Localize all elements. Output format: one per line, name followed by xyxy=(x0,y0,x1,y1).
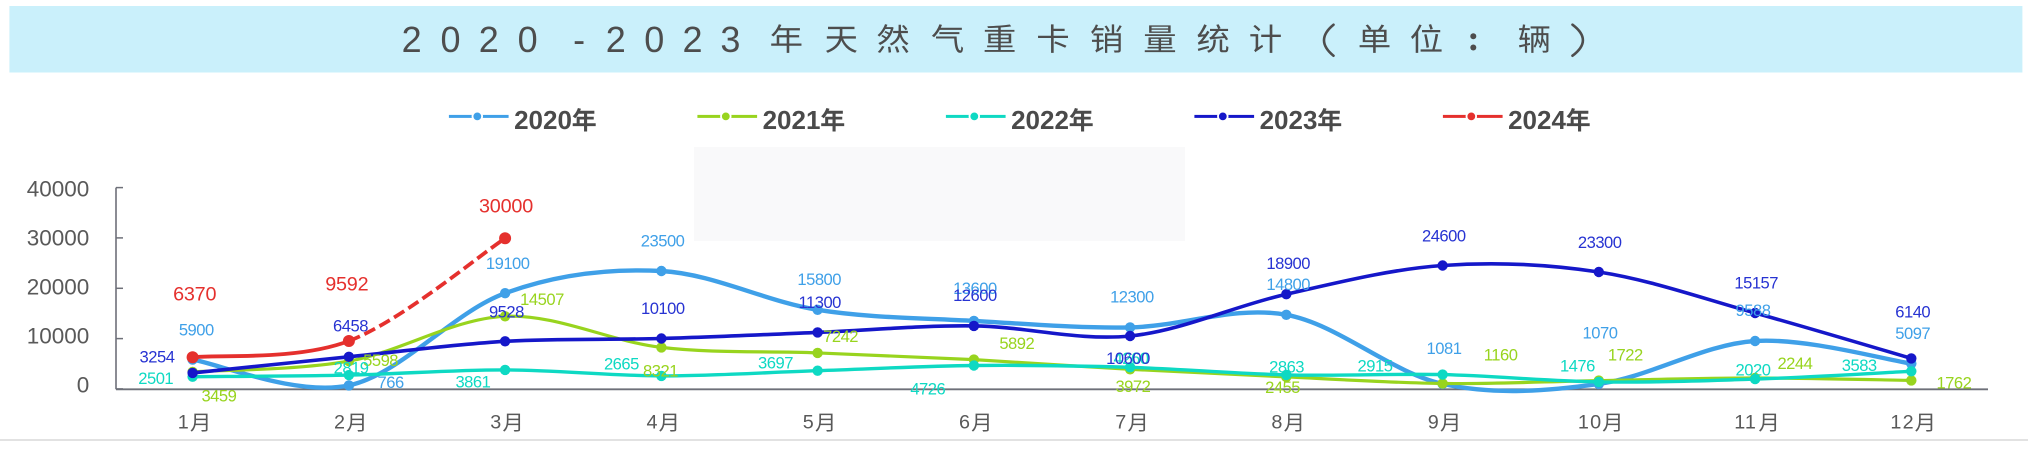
svg-text:7242: 7242 xyxy=(823,327,858,346)
svg-text:2020: 2020 xyxy=(514,105,572,135)
svg-text:12300: 12300 xyxy=(1110,288,1154,307)
svg-text:15157: 15157 xyxy=(1734,274,1778,293)
svg-text:3: 3 xyxy=(490,412,502,434)
svg-text:19100: 19100 xyxy=(486,254,530,273)
svg-text:3583: 3583 xyxy=(1842,356,1877,375)
svg-text:1: 1 xyxy=(178,412,190,434)
svg-text:9592: 9592 xyxy=(325,274,368,296)
svg-text:30000: 30000 xyxy=(27,226,90,251)
svg-text:5900: 5900 xyxy=(179,320,214,339)
svg-text:4: 4 xyxy=(647,412,659,434)
svg-text:0: 0 xyxy=(644,19,664,60)
svg-text:2024: 2024 xyxy=(1508,105,1566,135)
svg-text:40000: 40000 xyxy=(27,177,90,202)
svg-text:2: 2 xyxy=(334,412,346,434)
svg-text:8: 8 xyxy=(1271,412,1283,434)
svg-text:1722: 1722 xyxy=(1608,346,1643,365)
svg-text:6458: 6458 xyxy=(333,317,368,336)
svg-text:4260: 4260 xyxy=(1114,349,1149,368)
svg-text:10000: 10000 xyxy=(27,324,90,349)
svg-text:11300: 11300 xyxy=(798,293,841,312)
svg-text:23300: 23300 xyxy=(1578,233,1622,252)
svg-text:1476: 1476 xyxy=(1560,356,1595,375)
svg-text:2: 2 xyxy=(479,19,499,60)
svg-text:6140: 6140 xyxy=(1895,303,1930,322)
svg-text:12600: 12600 xyxy=(953,286,997,305)
svg-text:0: 0 xyxy=(440,19,460,60)
svg-text:2665: 2665 xyxy=(604,355,639,374)
svg-text:6: 6 xyxy=(959,412,971,434)
svg-text:3: 3 xyxy=(720,19,740,60)
svg-text:3861: 3861 xyxy=(455,372,490,391)
svg-text:0: 0 xyxy=(518,19,538,60)
svg-text:20000: 20000 xyxy=(27,275,90,300)
svg-text:10600: 10600 xyxy=(1106,349,1150,368)
svg-text:2244: 2244 xyxy=(1777,354,1812,373)
svg-text:1160: 1160 xyxy=(1484,346,1518,365)
svg-text:1070: 1070 xyxy=(1583,324,1618,343)
svg-text:15800: 15800 xyxy=(797,270,841,289)
svg-text:2020: 2020 xyxy=(1736,360,1771,379)
svg-text:9: 9 xyxy=(1428,412,1440,434)
svg-text:11: 11 xyxy=(1734,412,1757,434)
svg-text:14507: 14507 xyxy=(520,290,564,309)
svg-text:5097: 5097 xyxy=(1895,324,1930,343)
svg-text:3972: 3972 xyxy=(1115,377,1150,396)
svg-text:-: - xyxy=(573,19,585,60)
svg-text:3254: 3254 xyxy=(140,348,175,367)
svg-text:1081: 1081 xyxy=(1427,339,1462,358)
svg-text:2022: 2022 xyxy=(1011,105,1069,135)
svg-text:8321: 8321 xyxy=(643,361,678,380)
svg-text:2863: 2863 xyxy=(1269,357,1304,376)
svg-text:5892: 5892 xyxy=(999,334,1034,353)
svg-text:9588: 9588 xyxy=(1736,301,1771,320)
svg-text:9528: 9528 xyxy=(489,302,524,321)
svg-text:30000: 30000 xyxy=(479,196,533,218)
svg-text:23500: 23500 xyxy=(641,232,685,251)
svg-text:6370: 6370 xyxy=(173,283,216,305)
svg-text:7: 7 xyxy=(1115,412,1127,434)
svg-text:0: 0 xyxy=(77,373,90,398)
svg-text:4726: 4726 xyxy=(910,380,945,399)
svg-text:2819: 2819 xyxy=(334,358,369,377)
svg-text:2021: 2021 xyxy=(763,105,821,135)
svg-text:14800: 14800 xyxy=(1266,275,1310,294)
svg-text:2: 2 xyxy=(606,19,626,60)
svg-text:24600: 24600 xyxy=(1422,227,1466,246)
svg-text:13600: 13600 xyxy=(953,279,997,298)
svg-text:18900: 18900 xyxy=(1266,254,1310,273)
svg-text:1762: 1762 xyxy=(1936,373,1971,392)
svg-text:2: 2 xyxy=(402,19,422,60)
svg-text:2501: 2501 xyxy=(138,369,173,388)
svg-text:2023: 2023 xyxy=(1260,105,1318,135)
svg-text:3697: 3697 xyxy=(758,354,793,373)
svg-text:3459: 3459 xyxy=(201,386,236,405)
svg-text:766: 766 xyxy=(378,373,404,392)
svg-text:5598: 5598 xyxy=(363,351,398,370)
svg-text:12: 12 xyxy=(1890,412,1914,434)
svg-text:2: 2 xyxy=(682,19,702,60)
svg-text:10: 10 xyxy=(1578,412,1602,434)
svg-text:2915: 2915 xyxy=(1358,357,1393,376)
svg-text:5: 5 xyxy=(803,412,815,434)
svg-text:10100: 10100 xyxy=(641,299,685,318)
svg-text:2455: 2455 xyxy=(1265,378,1300,397)
